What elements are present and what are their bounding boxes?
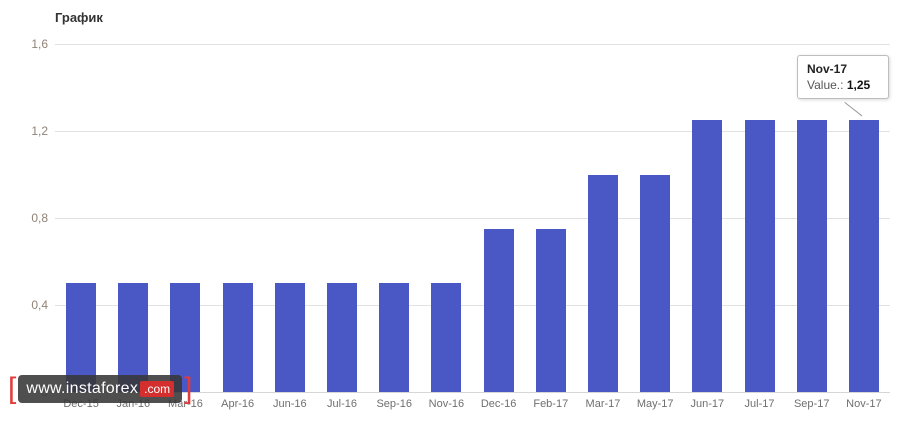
gridline	[55, 131, 890, 132]
bar-nov-17[interactable]	[848, 120, 879, 392]
x-tick-label: Feb-17	[533, 398, 569, 410]
bar-dec-15[interactable]	[66, 283, 97, 392]
y-tick-label: 1,6	[31, 37, 48, 51]
bar-jun-16[interactable]	[274, 283, 305, 392]
x-tick-label: Apr-16	[221, 398, 255, 410]
instaforex-watermark: [ www.instaforex .com ]	[6, 374, 195, 404]
bar-mar-16[interactable]	[170, 283, 201, 392]
watermark-right-bracket-icon: ]	[184, 372, 193, 405]
bar-apr-16[interactable]	[222, 283, 253, 392]
tooltip-title: Nov-17	[807, 62, 848, 76]
bar-jul-17[interactable]	[744, 120, 775, 392]
bar-feb-17[interactable]	[535, 228, 566, 392]
x-tick-label: Jul-17	[744, 398, 775, 410]
watermark-tld-badge: .com	[140, 381, 175, 397]
x-tick-label: Sep-17	[793, 398, 830, 410]
x-tick-label: Jul-16	[327, 398, 358, 410]
x-tick-label: Mar-17	[585, 398, 621, 410]
x-tick-label: Dec-16	[480, 398, 517, 410]
y-tick-label: 0,4	[31, 298, 48, 312]
watermark-left-bracket-icon: [	[8, 372, 17, 405]
plot-area	[55, 44, 890, 393]
gridline	[55, 392, 890, 393]
chart-title: График	[55, 10, 103, 25]
bar-may-17[interactable]	[640, 174, 671, 392]
bar-jun-17[interactable]	[692, 120, 723, 392]
bar-jan-16[interactable]	[118, 283, 149, 392]
watermark-logo: www.instaforex .com	[18, 375, 183, 403]
y-tick-label: 1,2	[31, 124, 48, 138]
tooltip-value: 1,25	[846, 78, 871, 92]
bar-sep-16[interactable]	[379, 283, 410, 392]
x-tick-label: May-17	[636, 398, 674, 410]
gridline	[55, 305, 890, 306]
x-tick-label: Nov-16	[428, 398, 465, 410]
bar-dec-16[interactable]	[483, 228, 514, 392]
tooltip-value-label: Value.:	[807, 78, 844, 92]
bar-nov-16[interactable]	[431, 283, 462, 392]
x-tick-label: Jun-17	[690, 398, 725, 410]
x-tick-label: Jun-16	[273, 398, 307, 410]
bar-jul-16[interactable]	[327, 283, 358, 392]
tooltip: Nov-17 Value.: 1,25	[797, 55, 889, 99]
tooltip-value-line: Value.: 1,25	[807, 78, 879, 92]
bar-mar-17[interactable]	[587, 174, 618, 392]
x-tick-label: Sep-16	[376, 398, 412, 410]
gridline	[55, 218, 890, 219]
x-tick-label: Nov-17	[846, 398, 882, 410]
watermark-domain-text: www.instaforex	[26, 380, 139, 397]
gridline	[55, 44, 890, 45]
y-tick-label: 0,8	[31, 211, 48, 225]
bar-sep-17[interactable]	[796, 120, 827, 392]
